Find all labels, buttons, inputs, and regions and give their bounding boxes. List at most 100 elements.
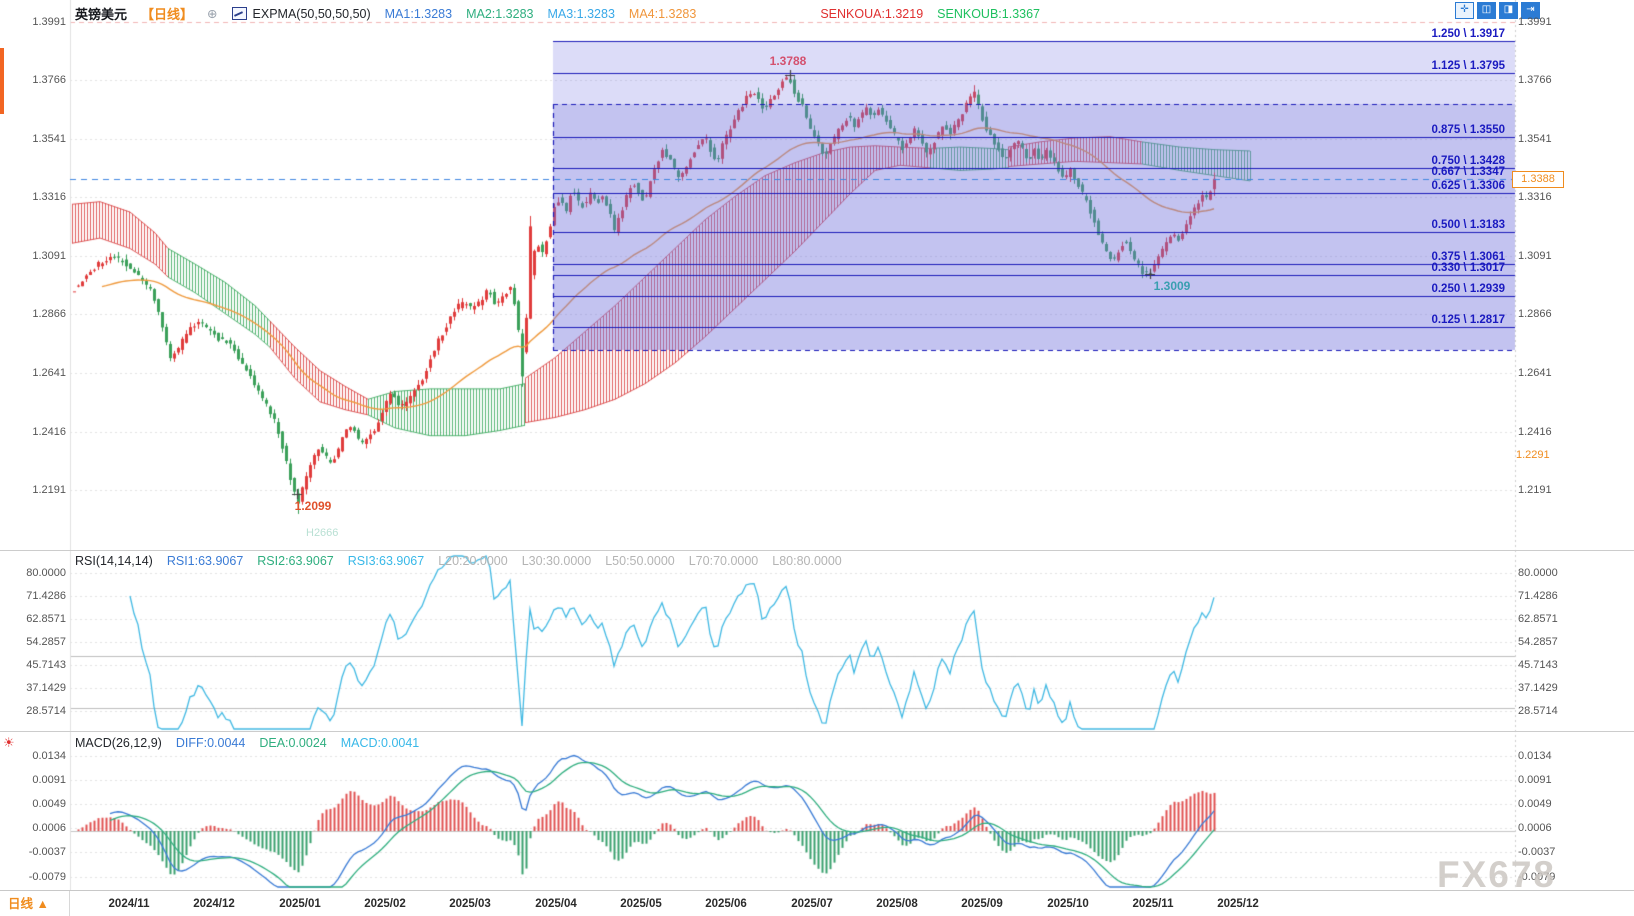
macd-axis-label: -0.0037: [28, 846, 66, 858]
ma1-value: MA1:1.3283: [384, 6, 453, 21]
zoom-price-axis-icon[interactable]: ◨: [1499, 2, 1518, 19]
fib-level-label: 0.500 \ 1.3183: [1431, 219, 1505, 231]
rsi-axis-label: 62.8571: [1518, 613, 1558, 625]
macd-dea-value: DEA:0.0024: [259, 736, 327, 750]
price-annotation: 1.2099: [294, 499, 332, 513]
price-axis-label: 1.3091: [1518, 250, 1552, 262]
date-tick-label: 2025/11: [1132, 898, 1174, 910]
price-axis-label: 1.2416: [32, 426, 66, 438]
rsi-axis-label: 37.1429: [26, 682, 66, 694]
rsi-axis-label: 54.2857: [1518, 636, 1558, 648]
rsi2-value: RSI2:63.9067: [257, 554, 334, 568]
price-annotation: 1.3009: [1153, 279, 1191, 293]
price-axis-label: 1.3316: [1518, 191, 1552, 203]
rsi-l50: L50:50.0000: [605, 554, 675, 568]
rsi-axis-label: 54.2857: [26, 636, 66, 648]
fib-level-label: 0.750 \ 1.3428: [1431, 155, 1505, 167]
macd-axis-label: 0.0091: [32, 774, 66, 786]
price-axis-label: 1.3091: [32, 250, 66, 262]
panel-separator: [0, 550, 1634, 551]
rsi-l30: L30:30.0000: [521, 554, 592, 568]
macd-axis-label: 0.0049: [32, 798, 66, 810]
price-axis-label: 1.2416: [1518, 426, 1552, 438]
rsi-axis-label: 37.1429: [1518, 682, 1558, 694]
rsi3-value: RSI3:63.9067: [347, 554, 425, 568]
macd-axis-label: 0.0006: [32, 822, 66, 834]
ma2-value: MA2:1.3283: [466, 6, 534, 21]
date-tick-label: 2024/11: [108, 898, 150, 910]
rsi-axis-label: 71.4286: [26, 590, 66, 602]
macd-axis-label: -0.0079: [1518, 871, 1556, 883]
period-selector[interactable]: 日线 ▲: [0, 891, 70, 916]
rsi-l20: L20:20.0000: [438, 554, 508, 568]
indicator-expma-label: EXPMA(50,50,50,50): [252, 6, 371, 21]
date-tick-label: 2025/10: [1047, 898, 1089, 910]
price-axis-label: 1.3991: [1518, 16, 1552, 28]
orange-axis-label: 1.2291: [1516, 449, 1550, 461]
main-chart-header: 英镑美元 【日线】 ⊕ EXPMA(50,50,50,50) MA1:1.3283 MA2…: [75, 4, 1054, 23]
date-tick-label: 2025/09: [961, 898, 1003, 910]
fib-level-label: 1.250 \ 1.3917: [1431, 28, 1505, 40]
price-axis-label: 1.3541: [32, 133, 66, 145]
macd-header: MACD(26,12,9) DIFF:0.0044 DEA:0.0024 MACD:0…: [75, 736, 433, 750]
price-axis-label: 1.3766: [1518, 74, 1552, 86]
rsi-axis-label: 28.5714: [26, 705, 66, 717]
rsi-l70: L70:70.0000: [688, 554, 759, 568]
senkoua-value: SENKOUA:1.3219: [820, 6, 924, 21]
date-tick-label: 2025/05: [620, 898, 662, 910]
fib-level-label: 0.625 \ 1.3306: [1431, 180, 1505, 192]
rsi1-value: RSI1:63.9067: [166, 554, 244, 568]
ma3-value: MA3:1.3283: [547, 6, 615, 21]
pan-icon[interactable]: ✛: [1455, 2, 1474, 19]
x-axis-bar: 日线 ▲ 2024/11 2024/12 2025/01 2025/02 2025/03…: [0, 890, 1634, 916]
date-tick-label: 2025/12: [1217, 898, 1259, 910]
price-annotation: 1.3788: [769, 54, 807, 68]
date-tick-label: 2025/04: [535, 898, 577, 910]
date-tick-label: 2025/07: [791, 898, 833, 910]
price-axis-label: 1.2641: [32, 367, 66, 379]
date-tick-label: 2025/08: [876, 898, 918, 910]
date-tick-label: 2025/03: [449, 898, 491, 910]
restore-view-icon[interactable]: ⇥: [1521, 2, 1540, 19]
price-axis-label: 1.2641: [1518, 367, 1552, 379]
macd-value: MACD:0.0041: [340, 736, 420, 750]
symbol-name: 英镑美元: [75, 7, 128, 22]
rsi-axis-label: 80.0000: [1518, 567, 1558, 579]
panel-separator: [0, 731, 1634, 732]
macd-axis-label: -0.0037: [1518, 846, 1556, 858]
zoom-time-axis-icon[interactable]: ◫: [1477, 2, 1496, 19]
macd-axis-label: 0.0006: [1518, 822, 1552, 834]
date-tick-label: 2025/02: [364, 898, 406, 910]
date-tick-label: 2025/06: [705, 898, 747, 910]
left-accent-bar: [0, 48, 4, 114]
rsi-header: RSI(14,14,14) RSI1:63.9067 RSI2:63.9067 RSI…: [75, 554, 856, 568]
rsi-axis-label: 45.7143: [1518, 659, 1558, 671]
settings-sun-icon[interactable]: ☀: [3, 735, 15, 750]
mini-candle-chart-icon: [231, 7, 247, 20]
rsi-l80: L80:80.0000: [772, 554, 842, 568]
price-axis-label: 1.3541: [1518, 133, 1552, 145]
fib-level-label: 0.667 \ 1.3347: [1431, 166, 1505, 178]
senkoub-value: SENKOUB:1.3367: [937, 6, 1041, 21]
add-indicator-icon[interactable]: ⊕: [207, 7, 218, 21]
date-tick-label: 2025/01: [279, 898, 321, 910]
rsi-axis-label: 62.8571: [26, 613, 66, 625]
fib-level-label: 0.875 \ 1.3550: [1431, 124, 1505, 136]
fib-level-label: 0.250 \ 1.2939: [1431, 283, 1505, 295]
fib-level-label: 1.125 \ 1.3795: [1431, 60, 1505, 72]
watermark-fx678: FX678: [1437, 854, 1557, 895]
rsi-axis-label: 45.7143: [26, 659, 66, 671]
macd-axis-label: 0.0134: [32, 750, 66, 762]
macd-axis-label: 0.0091: [1518, 774, 1552, 786]
price-axis-label: 1.3316: [32, 191, 66, 203]
period-tag: 【日线】: [141, 7, 194, 22]
price-axis-label: 1.2191: [1518, 484, 1552, 496]
rsi-axis-label: 28.5714: [1518, 705, 1558, 717]
macd-axis-label: 0.0134: [1518, 750, 1552, 762]
indicator-macd-label: MACD(26,12,9): [75, 736, 162, 750]
current-price-box: 1.3388: [1512, 171, 1564, 188]
chart-toolbar: ✛ ◫ ◨ ⇥: [1452, 2, 1540, 19]
price-axis-label: 1.2866: [32, 308, 66, 320]
